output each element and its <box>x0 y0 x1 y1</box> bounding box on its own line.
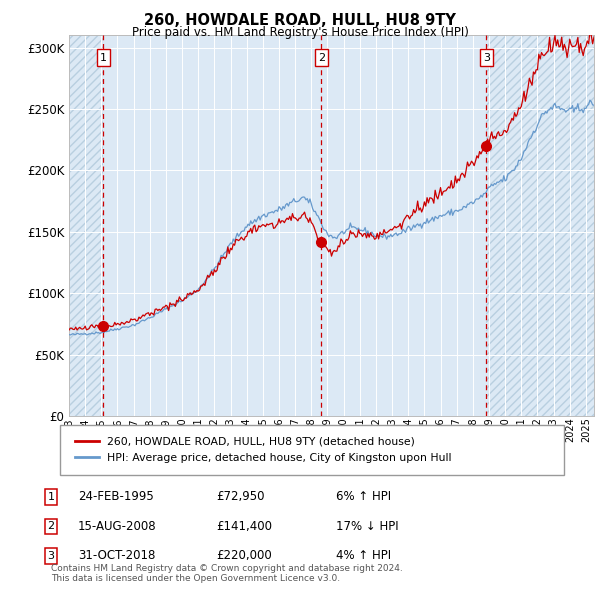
Text: £220,000: £220,000 <box>216 549 272 562</box>
Bar <box>486 35 594 416</box>
Text: 2: 2 <box>318 53 325 63</box>
Text: 260, HOWDALE ROAD, HULL, HU8 9TY: 260, HOWDALE ROAD, HULL, HU8 9TY <box>144 13 456 28</box>
Text: 24-FEB-1995: 24-FEB-1995 <box>78 490 154 503</box>
Text: 6% ↑ HPI: 6% ↑ HPI <box>336 490 391 503</box>
Text: 3: 3 <box>47 551 55 560</box>
Text: £72,950: £72,950 <box>216 490 265 503</box>
Text: Price paid vs. HM Land Registry's House Price Index (HPI): Price paid vs. HM Land Registry's House … <box>131 26 469 39</box>
Text: 1: 1 <box>47 492 55 502</box>
Text: 1: 1 <box>100 53 107 63</box>
Text: 4% ↑ HPI: 4% ↑ HPI <box>336 549 391 562</box>
Text: 17% ↓ HPI: 17% ↓ HPI <box>336 520 398 533</box>
Legend: 260, HOWDALE ROAD, HULL, HU8 9TY (detached house), HPI: Average price, detached : 260, HOWDALE ROAD, HULL, HU8 9TY (detach… <box>70 432 456 467</box>
Text: 31-OCT-2018: 31-OCT-2018 <box>78 549 155 562</box>
Text: 15-AUG-2008: 15-AUG-2008 <box>78 520 157 533</box>
Text: £141,400: £141,400 <box>216 520 272 533</box>
FancyBboxPatch shape <box>60 425 564 475</box>
Bar <box>69 35 103 416</box>
Text: Contains HM Land Registry data © Crown copyright and database right 2024.
This d: Contains HM Land Registry data © Crown c… <box>51 563 403 583</box>
Text: 2: 2 <box>47 522 55 531</box>
Text: 3: 3 <box>483 53 490 63</box>
